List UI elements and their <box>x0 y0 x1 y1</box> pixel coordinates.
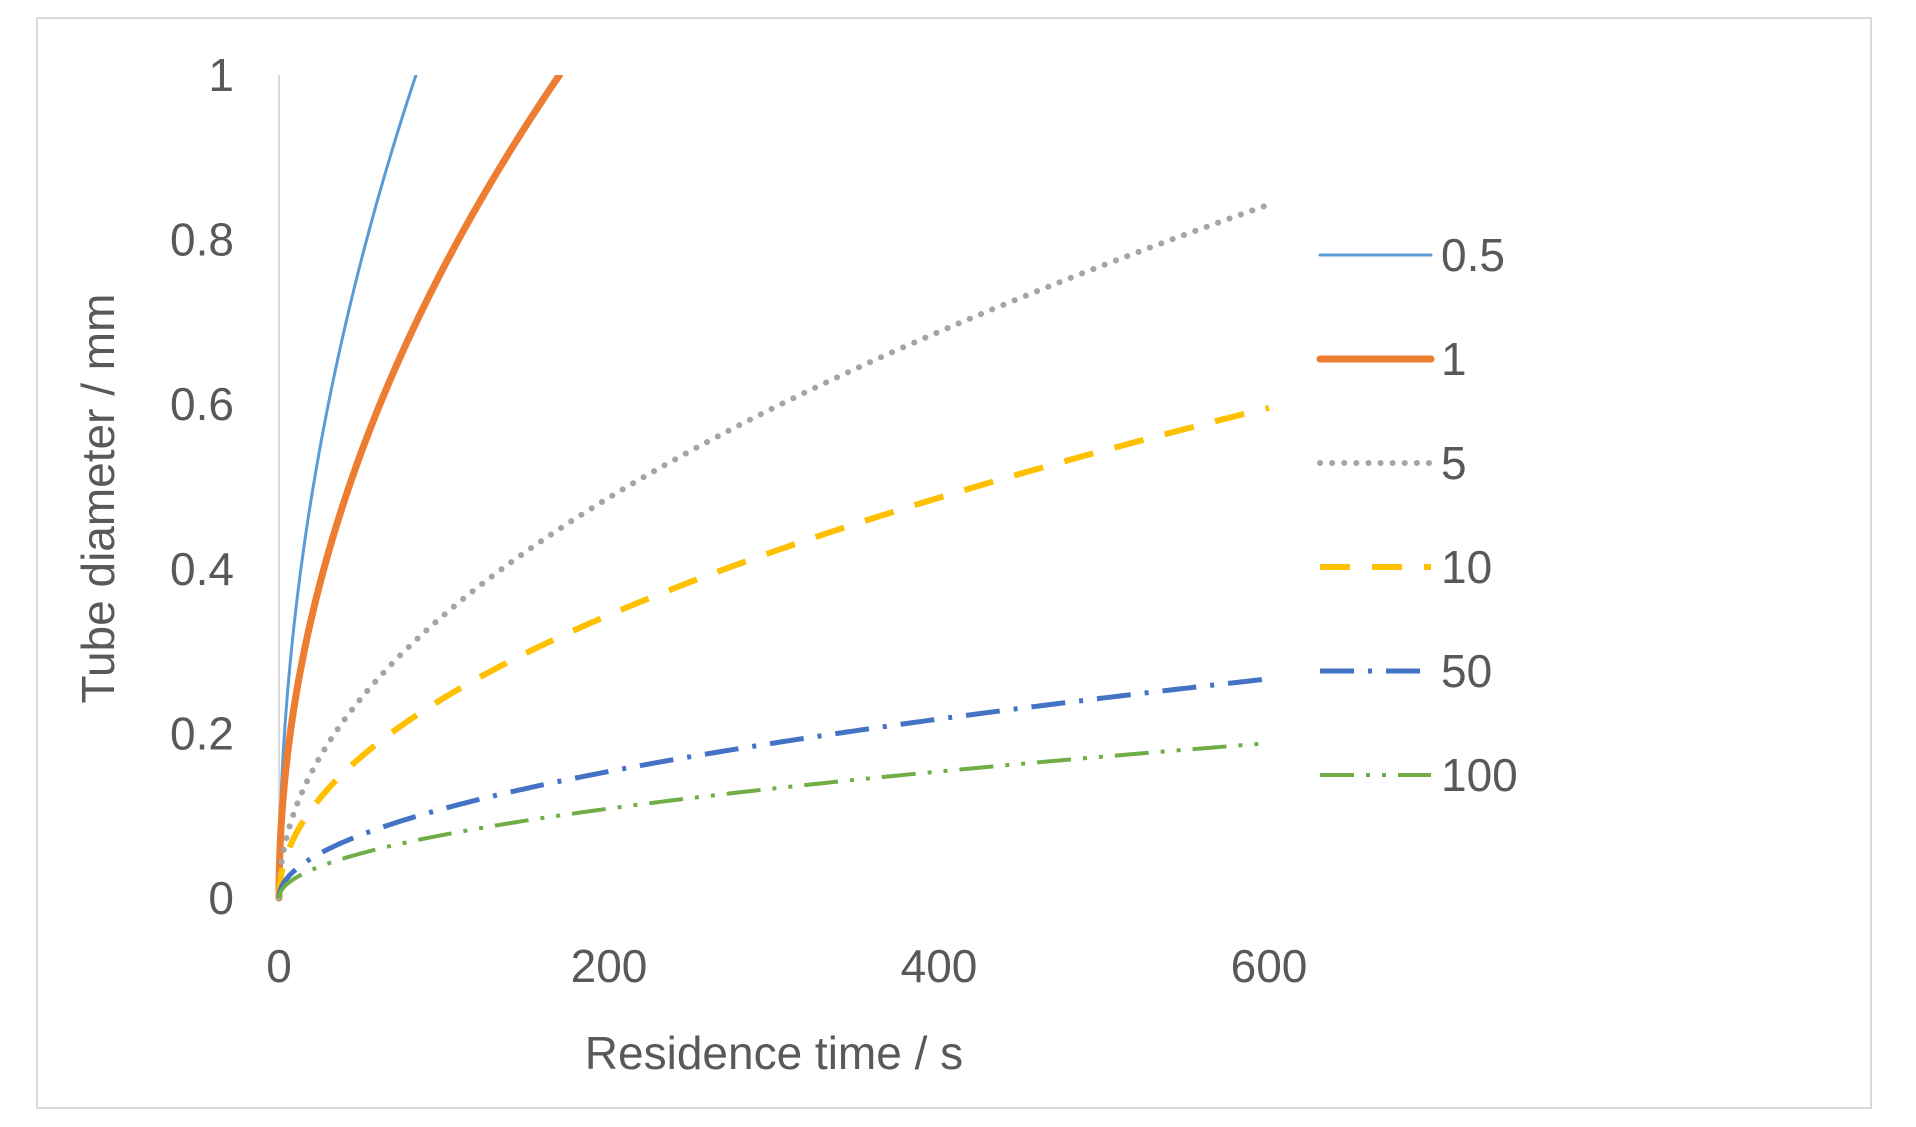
y-tick-label: 0.4 <box>170 543 234 595</box>
y-tick-label: 0.8 <box>170 214 234 266</box>
x-tick-labels: 0 200 400 600 <box>266 940 1307 992</box>
chart-frame: 0 0.2 0.4 0.6 0.8 1 0 200 400 600 Residence time… <box>36 17 1872 1109</box>
legend-label-10: 10 <box>1441 541 1492 593</box>
x-tick-label: 200 <box>571 940 648 992</box>
y-tick-label: 0.6 <box>170 378 234 430</box>
y-tick-label: 0.2 <box>170 707 234 759</box>
x-axis-title: Residence time / s <box>585 1027 963 1079</box>
legend-label-100: 100 <box>1441 749 1518 801</box>
line-chart: 0 0.2 0.4 0.6 0.8 1 0 200 400 600 Residence time… <box>72 49 1518 1079</box>
series-line-50 <box>276 676 1270 900</box>
y-tick-label: 1 <box>208 49 234 101</box>
y-tick-label: 0 <box>208 872 234 924</box>
legend-label-50: 50 <box>1441 645 1492 697</box>
series-lines <box>275 75 1272 902</box>
series-line-5 <box>276 201 1272 901</box>
y-axis-title: Tube diameter / mm <box>72 294 124 704</box>
x-tick-label: 0 <box>266 940 292 992</box>
legend-label-0.5: 0.5 <box>1441 229 1505 281</box>
legend-label-1: 1 <box>1441 333 1467 385</box>
series-line-10 <box>276 404 1270 900</box>
legend: 0.5 1 5 10 50 100 <box>1316 229 1518 801</box>
series-line-100 <box>277 741 1270 900</box>
x-tick-label: 600 <box>1231 940 1308 992</box>
legend-label-5: 5 <box>1441 437 1467 489</box>
y-tick-labels: 0 0.2 0.4 0.6 0.8 1 <box>170 49 234 924</box>
series-line-1 <box>275 75 563 902</box>
series-line-0.5 <box>277 75 418 900</box>
x-tick-label: 400 <box>901 940 978 992</box>
